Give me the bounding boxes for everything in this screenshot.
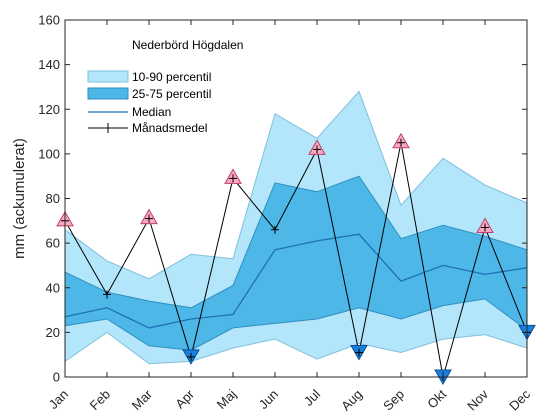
mean-point-nov: [476, 217, 494, 234]
x-tick-label: Dec: [506, 386, 533, 413]
y-tick-label: 80: [46, 191, 60, 206]
y-tick-label: 40: [46, 280, 60, 295]
x-tick-label: Jun: [256, 387, 281, 412]
y-tick-label: 140: [38, 57, 60, 72]
mean-line: [64, 142, 528, 378]
x-tick-label: Mar: [129, 386, 156, 413]
percentile-bands: [64, 90, 528, 365]
y-axis: 0 20 40 60 80 100 120 140 160: [38, 13, 527, 385]
legend-label: 10-90 percentil: [132, 70, 211, 84]
x-tick-label: Apr: [172, 386, 197, 411]
mean-point-apr: [182, 349, 200, 365]
legend-label: Median: [132, 105, 171, 119]
legend-item-1: 25-75 percentil: [87, 87, 211, 101]
median-line: [64, 233, 528, 329]
legend-label: Månadsmedel: [132, 121, 207, 135]
legend-label: 25-75 percentil: [132, 87, 211, 101]
mean-point-jul: [308, 139, 326, 155]
band-10-90-lower-edge: [64, 331, 528, 365]
y-tick-label: 100: [38, 146, 60, 161]
mean-point-mar: [140, 208, 158, 225]
legend-item-3: Månadsmedel: [88, 121, 207, 135]
band-25-75-lower-edge: [64, 298, 528, 351]
x-tick-label: Aug: [338, 387, 365, 414]
x-tick-label: Maj: [214, 386, 239, 411]
legend-item-2: Median: [88, 105, 171, 119]
y-tick-label: 160: [38, 13, 60, 28]
mean-point-sep: [392, 132, 410, 149]
y-tick-label: 20: [46, 325, 60, 340]
mean-point-aug: [350, 344, 368, 361]
mean-point-jun: [271, 225, 279, 234]
y-axis-label: mm (ackumulerat): [11, 138, 28, 259]
y-tick-label: 120: [38, 102, 60, 117]
x-tick-label: Nov: [464, 386, 491, 413]
x-tick-label: Okt: [424, 386, 449, 411]
mean-point-maj: [224, 168, 242, 184]
chart-lines: [64, 142, 528, 378]
x-tick-label: Sep: [380, 387, 407, 414]
legend-title: Nederbörd Högdalen: [132, 38, 243, 52]
x-tick-label: Feb: [87, 387, 113, 413]
y-tick-label: 0: [53, 370, 60, 385]
legend: Nederbörd Högdalen 10-90 percentil 25-75 p…: [87, 38, 243, 135]
x-tick-label: Jul: [301, 386, 323, 408]
y-tick-label: 60: [46, 236, 60, 251]
legend-item-0: 10-90 percentil: [87, 70, 211, 84]
band-10-90-upper-edge: [64, 90, 528, 280]
mean-point-feb: [103, 290, 111, 299]
band-25-75-upper-edge: [64, 175, 528, 309]
band-25-75: [65, 176, 527, 351]
x-tick-label: Jan: [46, 387, 71, 412]
